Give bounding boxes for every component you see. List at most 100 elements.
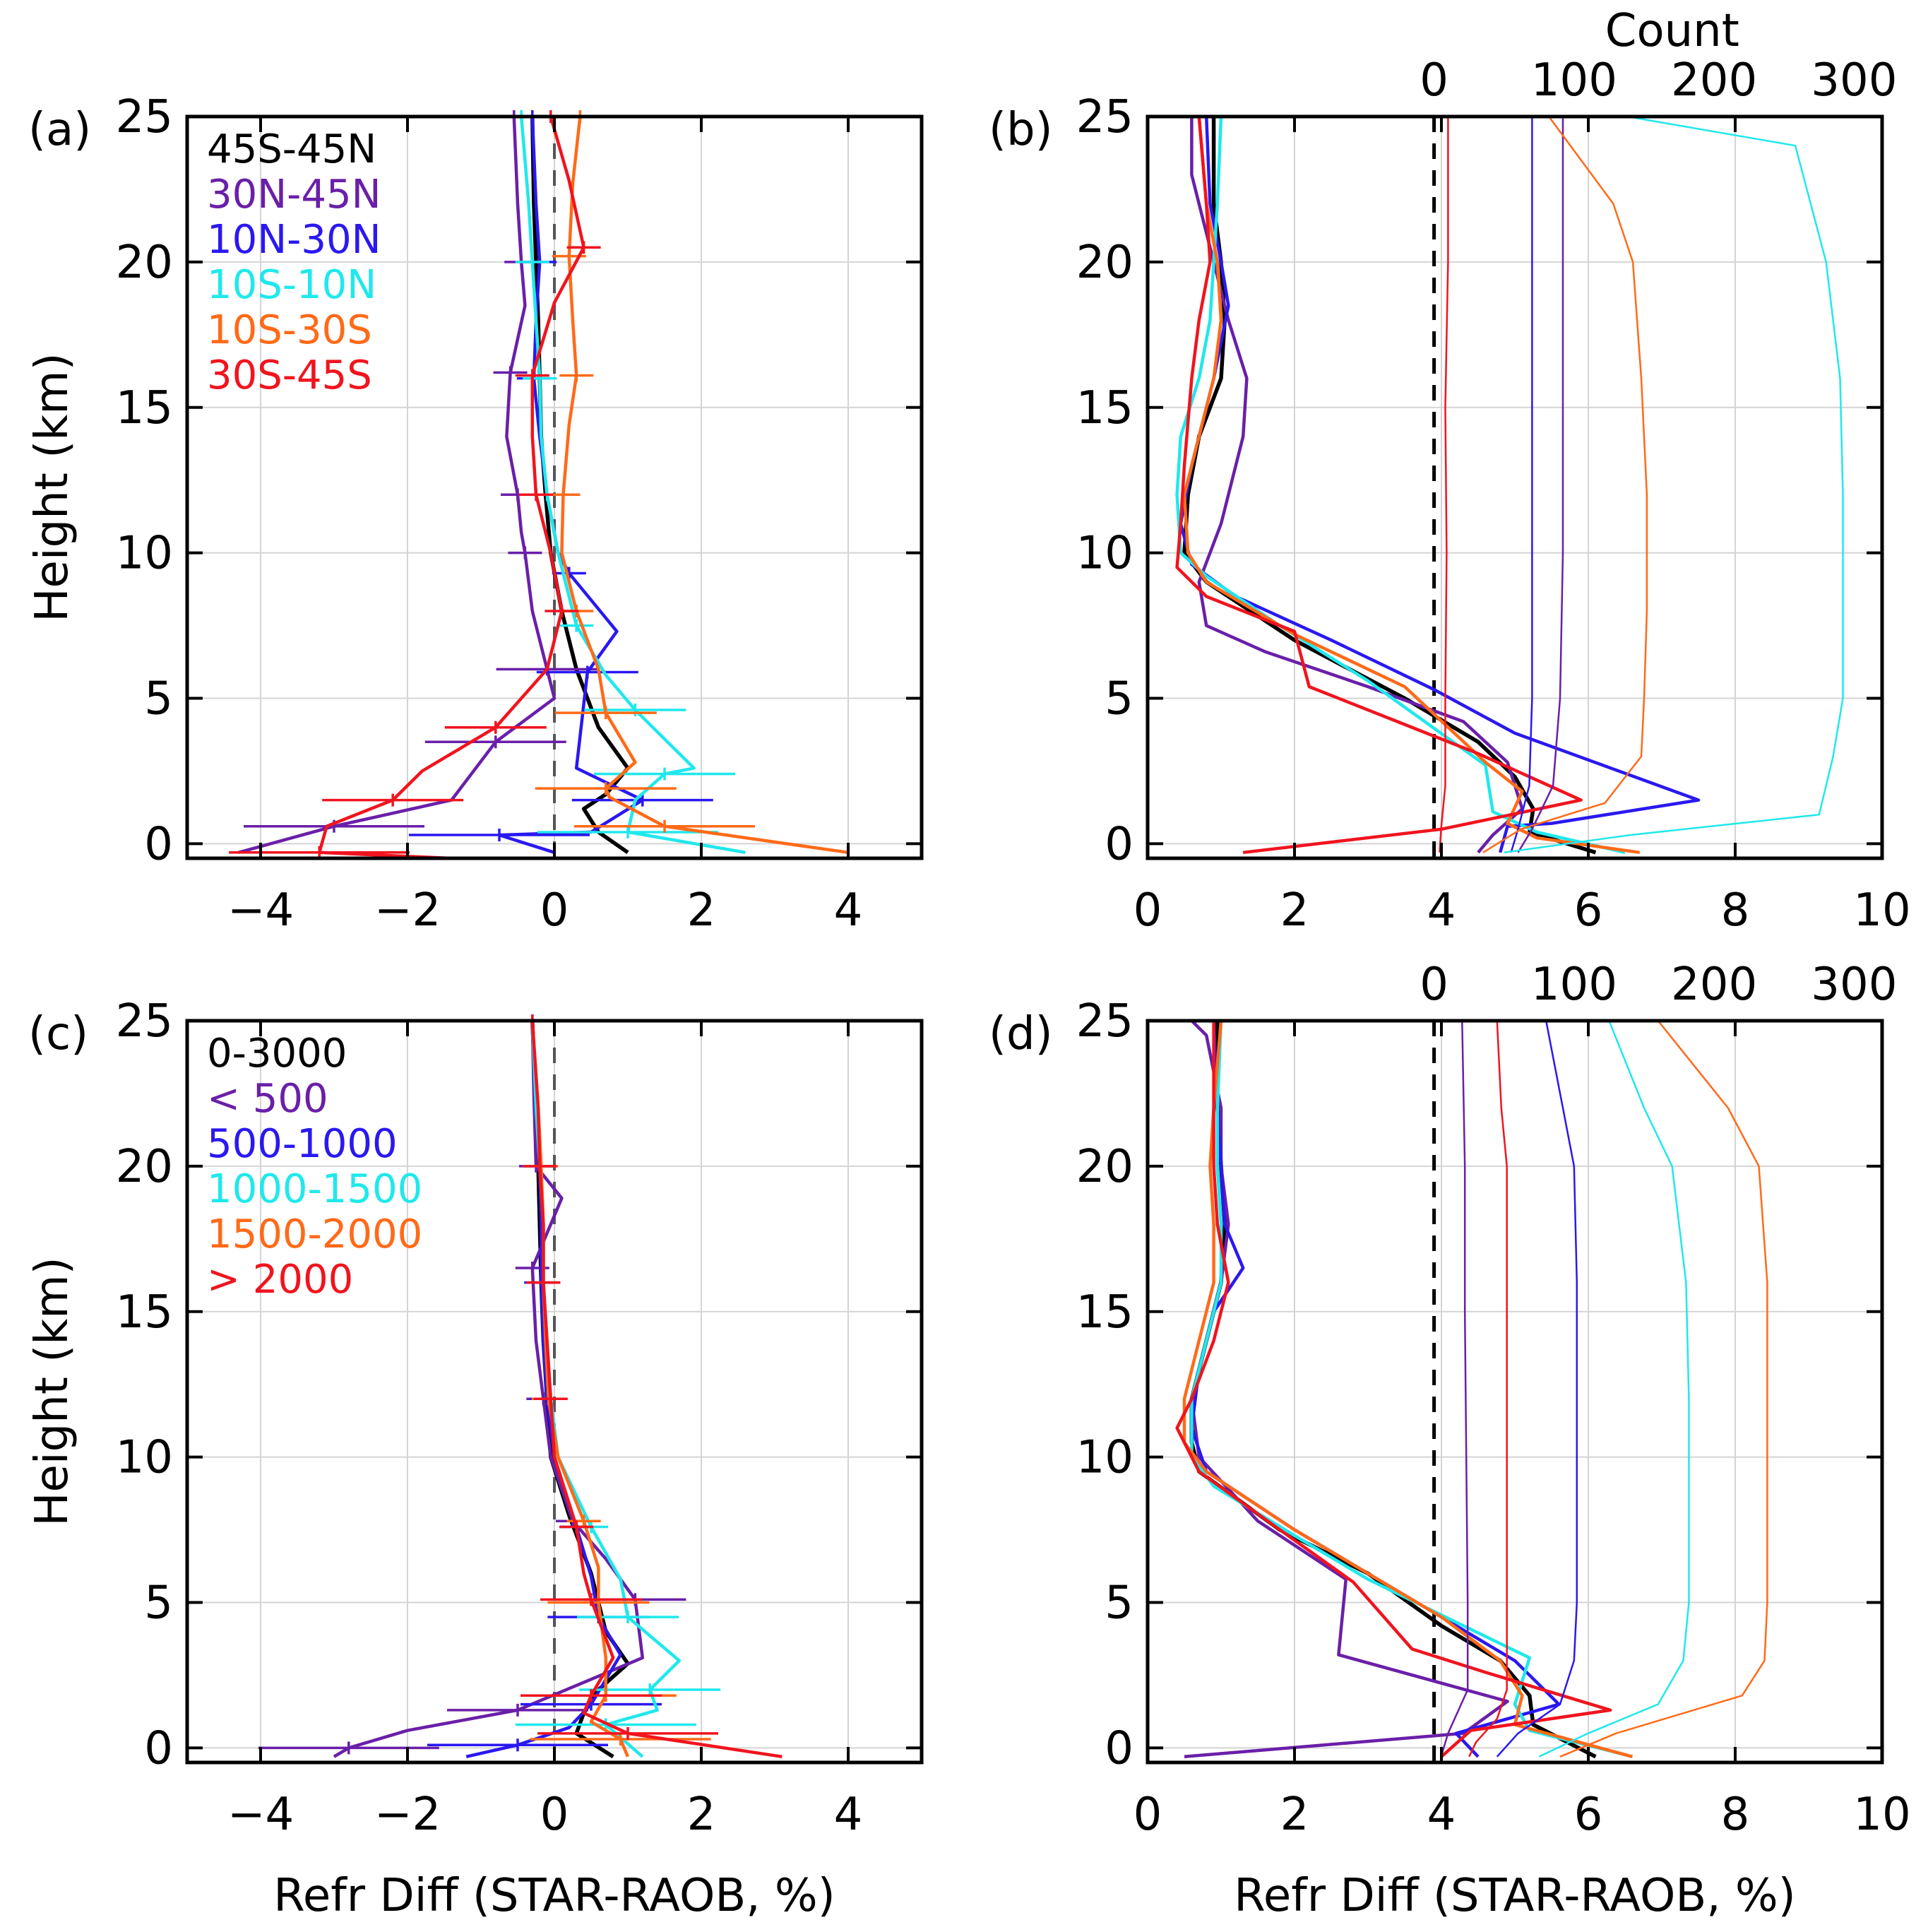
y-tick-label: 0 <box>144 1722 173 1774</box>
series-line <box>1538 1020 1690 1758</box>
series-30n-45n <box>238 110 598 854</box>
y-tick-label: 5 <box>144 1577 173 1630</box>
series-500-1000 <box>1190 1020 1561 1758</box>
top-tick-label: 0 <box>1420 54 1448 107</box>
panel-c: −4 −2 0 2 4 0 5 10 15 20 25 (c) Height (km) Refr Diff… <box>26 995 924 1922</box>
top-tick-label: 200 <box>1671 54 1757 107</box>
y-tick-label: 10 <box>116 1432 173 1484</box>
series--2000 <box>1175 1021 1612 1758</box>
legend-entry: 0-3000 <box>207 1031 347 1077</box>
series-line <box>317 116 585 860</box>
x-tick-label: 0 <box>540 1789 569 1841</box>
series-count-1000-1500 <box>1538 1020 1690 1758</box>
series-line <box>333 1020 645 1758</box>
series-line <box>560 116 849 855</box>
series--2000 <box>515 1014 783 1759</box>
y-tick-label: 10 <box>116 528 173 580</box>
series-count-500-1000 <box>1496 1020 1578 1758</box>
panel-label: (c) <box>28 1008 88 1060</box>
series-line <box>1482 116 1648 853</box>
legend-entry: 1000-1500 <box>207 1166 422 1212</box>
y-tick-label: 15 <box>1076 382 1133 434</box>
series-line <box>1182 116 1641 855</box>
series-1000-1500 <box>1190 1020 1633 1758</box>
series-line <box>1559 1020 1768 1758</box>
x-tick-label: 2 <box>1280 884 1309 937</box>
y-tick-label: 15 <box>116 1286 173 1339</box>
series-count-30n-45n <box>1510 117 1533 853</box>
y-tick-label: 20 <box>116 1141 173 1193</box>
x-tick-label: 4 <box>834 1789 863 1841</box>
panel-label: (d) <box>989 1008 1053 1060</box>
y-tick-label: 20 <box>1076 237 1133 289</box>
x-tick-label: 6 <box>1574 884 1603 937</box>
series-count-1500-2000 <box>1559 1020 1768 1758</box>
y-tick-label: 10 <box>1076 528 1133 580</box>
series-10s-30s <box>1182 116 1641 855</box>
series-10s-10n <box>504 110 746 855</box>
series-line <box>1504 115 1844 854</box>
y-tick-label: 20 <box>116 237 173 289</box>
x-tick-label: 6 <box>1574 1789 1603 1841</box>
plot-frame <box>1146 114 1884 860</box>
legend-entry: 10S-10N <box>207 262 376 308</box>
x-tick-label: −4 <box>227 1789 294 1841</box>
x-tick-label: 2 <box>687 1789 716 1841</box>
x-tick-label: 2 <box>1280 1789 1309 1841</box>
series-line <box>1439 117 1449 853</box>
x-tick-label: −2 <box>374 884 441 937</box>
y-tick-label: 5 <box>1105 1577 1133 1630</box>
legend-entry: 10S-30S <box>207 307 372 353</box>
x-tick-label: 4 <box>1427 884 1456 937</box>
series-line <box>1517 117 1564 853</box>
y-tick-label: 15 <box>1076 1286 1133 1339</box>
legend-entry: 30N-45N <box>207 172 381 218</box>
top-tick-label: 300 <box>1811 959 1897 1011</box>
series-line <box>1496 1020 1578 1758</box>
legend-entry: 30S-45S <box>207 352 372 398</box>
x-tick-label: −4 <box>227 884 294 937</box>
y-tick-label: 25 <box>1076 91 1133 143</box>
top-tick-label: 100 <box>1531 959 1617 1011</box>
x-tick-label: 4 <box>834 884 863 937</box>
y-tick-label: 25 <box>1076 995 1133 1048</box>
top-tick-label: 100 <box>1531 54 1617 107</box>
series-count-10n-30n <box>1517 117 1564 853</box>
plot-frame <box>1146 1019 1884 1765</box>
y-tick-label: 10 <box>1076 1432 1133 1484</box>
y-tick-label: 20 <box>1076 1141 1133 1193</box>
series-count-10s-10n <box>1504 115 1844 854</box>
x-tick-label: 2 <box>687 884 716 937</box>
y-tick-label: 25 <box>116 995 173 1048</box>
top-axis-label: Count <box>1605 5 1739 57</box>
series-count-2000 <box>1468 1020 1508 1758</box>
series-line <box>1190 1020 1561 1758</box>
y-tick-label: 5 <box>144 673 173 725</box>
top-tick-label: 300 <box>1811 54 1897 107</box>
x-tick-label: 0 <box>1133 1789 1162 1841</box>
x-tick-label: 8 <box>1721 884 1750 937</box>
legend-entry: > 2000 <box>207 1257 353 1303</box>
y-tick-label: 25 <box>116 91 173 143</box>
legend-entry: < 500 <box>207 1076 328 1122</box>
x-tick-label: 8 <box>1721 1789 1750 1841</box>
legend-entry: 45S-45N <box>207 126 376 172</box>
panel-label: (b) <box>989 104 1053 156</box>
series-count-500 <box>1440 1020 1469 1758</box>
y-tick-label: 5 <box>1105 673 1133 725</box>
x-tick-label: 0 <box>540 884 569 937</box>
x-tick-label: −2 <box>374 1789 441 1841</box>
legend-entry: 500-1000 <box>207 1121 398 1167</box>
series-line <box>530 1020 783 1759</box>
series-line <box>519 116 746 855</box>
panel-label: (a) <box>28 104 91 156</box>
series-line <box>1182 1020 1633 1758</box>
series-line <box>1510 117 1533 853</box>
y-tick-label: 15 <box>116 382 173 434</box>
series-line <box>1440 1020 1469 1758</box>
series-line <box>238 116 557 854</box>
